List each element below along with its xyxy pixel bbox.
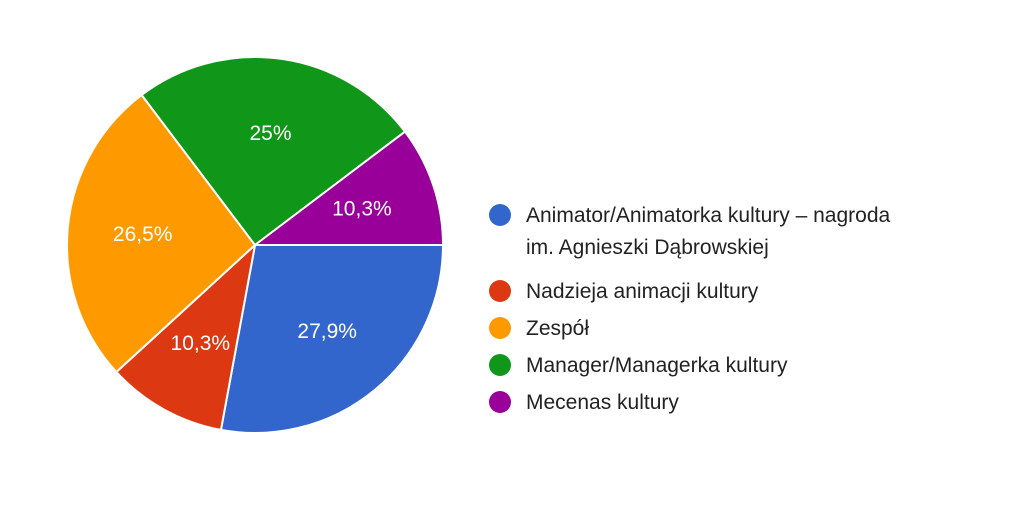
legend-label: Zespół bbox=[526, 317, 589, 340]
legend-item-mecenas-kultury[interactable]: Mecenas kultury bbox=[489, 391, 679, 414]
slice-label-nadzieja-animacji-kultury: 10,3% bbox=[171, 332, 231, 355]
pie-slices bbox=[66, 56, 444, 435]
pie-slice-mecenas-kultury[interactable] bbox=[254, 130, 444, 246]
legend: Animator/Animatorka kultury – nagroda im.… bbox=[489, 204, 890, 414]
pie-slice-zespol[interactable] bbox=[66, 94, 256, 373]
legend-swatch bbox=[489, 354, 511, 376]
slice-label-manager-managerka-kultury: 25% bbox=[249, 122, 291, 145]
legend-item-zespol[interactable]: Zespół bbox=[489, 317, 589, 340]
legend-swatch bbox=[489, 317, 511, 339]
slice-label-mecenas-kultury: 10,3% bbox=[332, 198, 392, 221]
pie-slice-animator-animatorka-kultury-nagroda-im-agnieszki-dabrowskiej[interactable] bbox=[219, 244, 444, 435]
pie-slice-labels: 27,9% 10,3% 26,5% 25% 10,3% bbox=[113, 122, 392, 355]
legend-swatch bbox=[489, 204, 511, 226]
legend-label: Manager/Managerka kultury bbox=[526, 354, 788, 377]
legend-item-manager-managerka-kultury[interactable]: Manager/Managerka kultury bbox=[489, 354, 788, 377]
slice-label-zespol: 26,5% bbox=[113, 223, 173, 246]
pie-slice-manager-managerka-kultury[interactable] bbox=[140, 56, 406, 246]
legend-item-animator-animatorka-kultury-nagroda-im-agnieszki-dabrowskiej[interactable]: Animator/Animatorka kultury – nagroda im.… bbox=[489, 204, 890, 259]
slice-label-animator-animatorka-kultury-nagroda-im-agnieszki-dabrowskiej: 27,9% bbox=[297, 320, 357, 343]
legend-label: Nadzieja animacji kultury bbox=[526, 280, 759, 303]
legend-swatch bbox=[489, 280, 511, 302]
legend-label: Animator/Animatorka kultury – nagroda im.… bbox=[526, 204, 890, 259]
legend-item-nadzieja-animacji-kultury[interactable]: Nadzieja animacji kultury bbox=[489, 280, 759, 303]
legend-label: Mecenas kultury bbox=[526, 391, 679, 414]
pie-slice-nadzieja-animacji-kultury[interactable] bbox=[115, 244, 256, 431]
legend-swatch bbox=[489, 391, 511, 413]
